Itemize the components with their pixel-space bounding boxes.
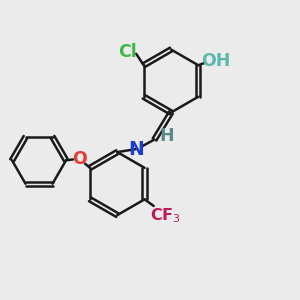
Text: N: N — [128, 140, 144, 159]
Text: CF$_3$: CF$_3$ — [150, 206, 181, 225]
Text: H: H — [160, 127, 174, 145]
Text: Cl: Cl — [118, 43, 137, 61]
Text: O: O — [72, 150, 87, 168]
Text: OH: OH — [201, 52, 230, 70]
